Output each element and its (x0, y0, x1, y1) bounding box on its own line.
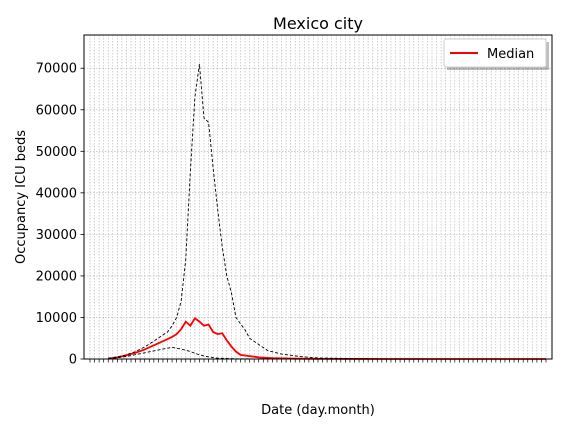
legend-box (443, 38, 547, 68)
chart-title: Mexico city (273, 14, 363, 33)
y-tick-label: 10000 (36, 311, 77, 326)
y-tick-label: 0 (69, 353, 77, 368)
legend: Median (443, 38, 549, 70)
y-tick-label: 40000 (36, 186, 77, 201)
y-tick-label: 30000 (36, 228, 77, 243)
y-tick-label: 60000 (36, 103, 77, 118)
y-tick-label: 70000 (36, 62, 77, 77)
legend-median-label: Median (487, 47, 534, 62)
x-axis-label: Date (day.month) (261, 403, 375, 418)
grid-layer (84, 35, 552, 360)
x-axis-ticks (89, 359, 547, 363)
y-tick-label: 50000 (36, 145, 77, 160)
y-axis-label: Occupancy ICU beds (14, 130, 29, 264)
y-tick-label: 20000 (36, 269, 77, 284)
y-axis-ticks: 0 10000 20000 30000 40000 50000 60000 70000 (36, 62, 84, 368)
series-line-median (108, 316, 547, 360)
series-line-bound-1 (108, 64, 547, 360)
plot-area: 0 10000 20000 30000 40000 50000 60000 70000 (36, 34, 553, 368)
